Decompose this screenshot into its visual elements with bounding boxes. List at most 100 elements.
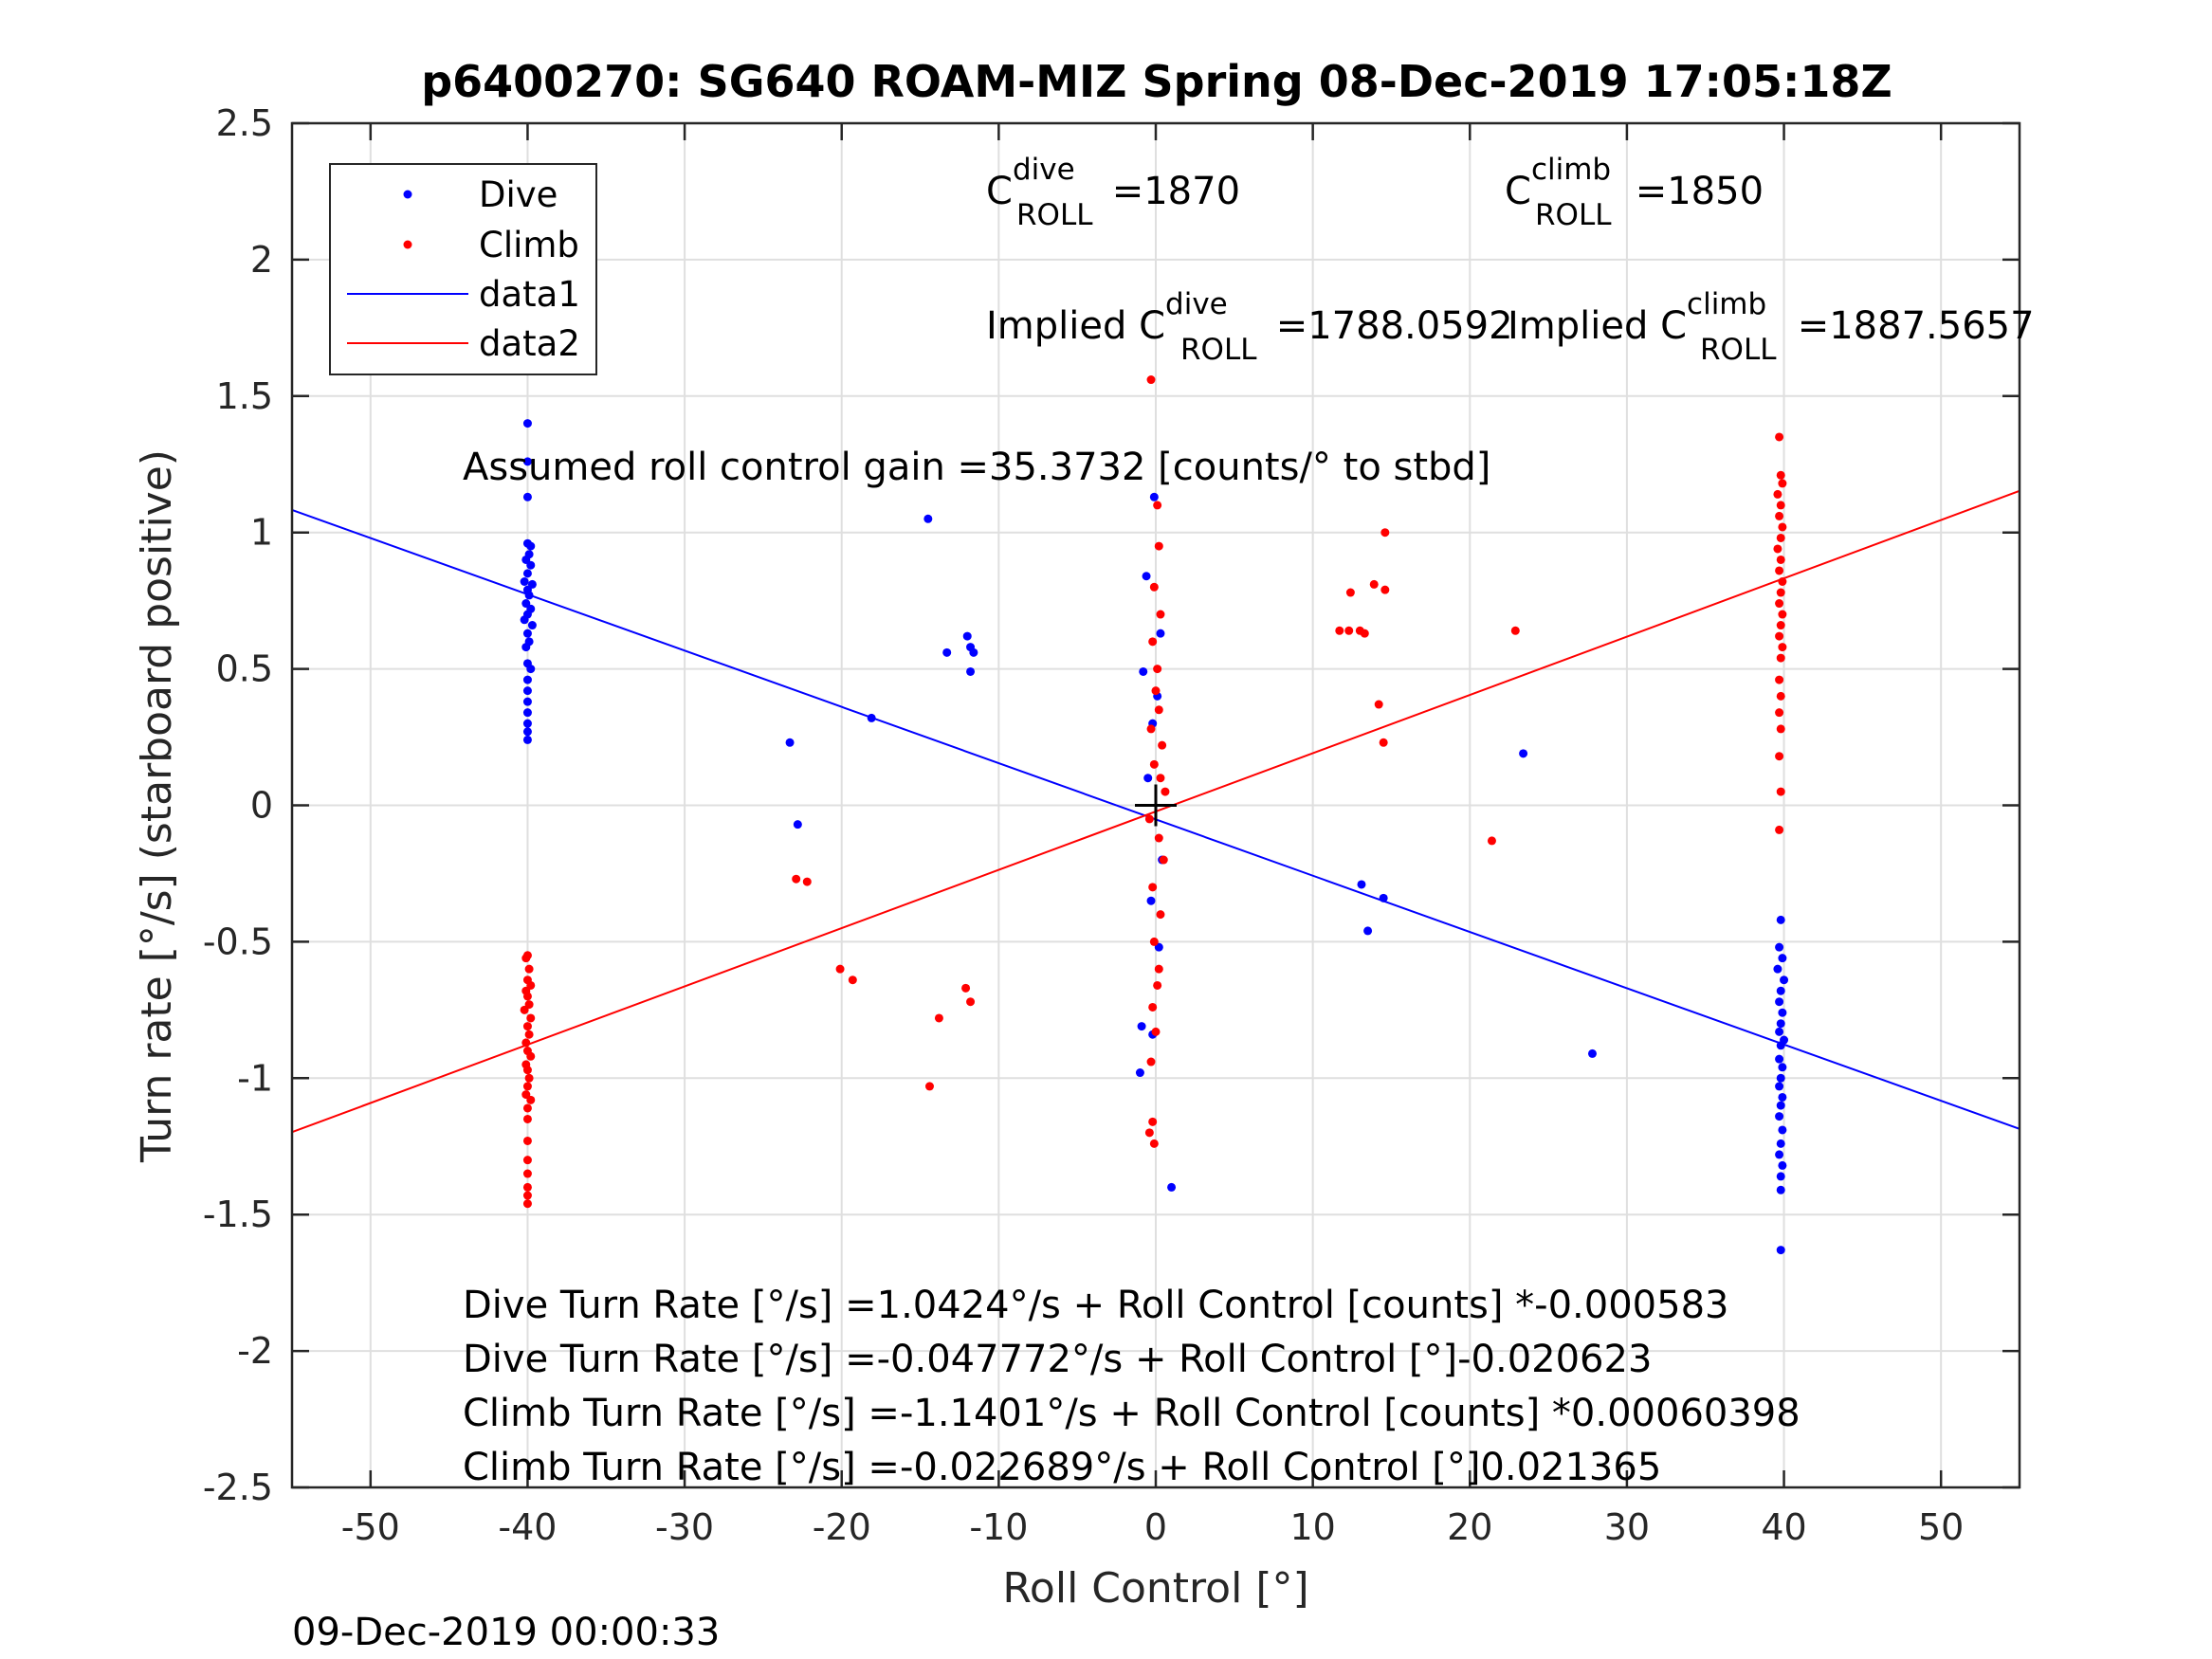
dive-point: [1137, 1022, 1146, 1031]
c-roll-dive-sup: dive: [1013, 153, 1075, 187]
climb-point: [1374, 700, 1383, 709]
dive-point: [1776, 1185, 1785, 1194]
dive-point: [522, 708, 532, 718]
y-tick-label: -1: [237, 1057, 273, 1099]
climb-point: [522, 1066, 532, 1075]
fit-equation-climb-degrees: Climb Turn Rate [°/s] =-0.022689°/s + Ro…: [463, 1446, 1661, 1489]
climb-point: [1335, 626, 1344, 635]
origin-plus-marker: [1135, 784, 1177, 827]
climb-point: [1149, 1139, 1159, 1148]
dive-point: [522, 719, 532, 728]
climb-point: [522, 1136, 532, 1145]
climb-point: [1487, 836, 1496, 846]
climb-point: [792, 874, 801, 884]
climb-point: [520, 1005, 529, 1014]
climb-point: [1159, 855, 1168, 865]
fit-equation-dive-degrees: Dive Turn Rate [°/s] =-0.047772°/s + Rol…: [463, 1338, 1652, 1381]
climb-point: [1778, 643, 1787, 652]
dive-point: [1519, 749, 1528, 758]
c-roll-climb-value: =1850: [1623, 170, 1764, 213]
c-roll-climb-sub: ROLL: [1535, 198, 1612, 232]
climb-point: [1510, 626, 1520, 635]
climb-point: [1776, 621, 1785, 630]
climb-point: [1360, 629, 1369, 638]
fit-equation-climb-counts: Climb Turn Rate [°/s] =-1.1401°/s + Roll…: [463, 1392, 1801, 1435]
dive-point: [1778, 1063, 1787, 1072]
dive-point: [524, 591, 534, 600]
climb-point: [522, 1082, 532, 1091]
climb-point: [526, 1095, 536, 1104]
dive-point: [1149, 492, 1159, 501]
x-tick-label: 10: [1289, 1506, 1335, 1548]
legend-climb-marker: [403, 240, 412, 249]
dive-point: [522, 419, 532, 428]
implied-climb-value: =1887.5657: [1785, 304, 2035, 348]
dive-point: [1776, 1101, 1785, 1110]
climb-point: [1149, 759, 1159, 769]
dive-point: [1776, 986, 1785, 995]
climb-point: [1156, 610, 1165, 619]
climb-point: [1148, 883, 1158, 892]
climb-point: [522, 1199, 532, 1209]
climb-point: [1161, 787, 1170, 796]
climb-point: [1776, 653, 1785, 663]
climb-point: [966, 997, 976, 1007]
climb-point: [1369, 579, 1379, 589]
dive-point: [942, 647, 952, 657]
climb-point: [1158, 740, 1167, 750]
climb-point: [522, 1114, 532, 1123]
dive-point: [1775, 1027, 1784, 1036]
dive-point: [1139, 666, 1148, 676]
legend: Dive Climb data1 data2: [329, 163, 597, 375]
dive-point: [1135, 1068, 1144, 1078]
dive-point: [1143, 774, 1153, 783]
dive-point: [969, 647, 978, 657]
dive-point: [1776, 1139, 1785, 1148]
y-tick-label: -1.5: [203, 1194, 273, 1235]
climb-point: [1146, 375, 1156, 385]
climb-point: [1344, 626, 1354, 635]
implied-dive-value: =1788.0592: [1264, 304, 1513, 348]
dive-point: [1773, 964, 1782, 974]
climb-point: [1154, 541, 1163, 551]
dive-point: [1775, 997, 1784, 1007]
climb-point: [1775, 825, 1784, 834]
climb-point: [1153, 980, 1162, 990]
data-points: [520, 375, 1789, 1255]
dive-point: [1775, 1082, 1784, 1091]
y-tick-label: -2: [237, 1330, 273, 1372]
climb-point: [1148, 1002, 1158, 1012]
dive-point: [527, 621, 537, 630]
climb-point: [961, 983, 971, 993]
dive-point: [1775, 942, 1784, 952]
climb-point: [1154, 833, 1163, 843]
climb-point: [521, 954, 531, 963]
dive-point: [923, 514, 933, 523]
dive-point: [526, 560, 536, 570]
x-tick-label: -20: [813, 1506, 871, 1548]
climb-point: [1775, 631, 1784, 641]
implied-climb-sub: ROLL: [1700, 333, 1777, 367]
dive-point: [966, 666, 976, 676]
dive-point: [526, 541, 536, 551]
dive-point: [962, 631, 972, 641]
climb-point: [1775, 566, 1784, 575]
y-tick-label: -2.5: [203, 1467, 273, 1508]
climb-point: [1153, 665, 1162, 674]
implied-dive-sub: ROLL: [1180, 333, 1257, 367]
dive-point: [520, 615, 529, 625]
y-axis-label: Turn rate [°/s] (starboard positive): [133, 449, 181, 1163]
annotation-implied-climb: Implied Cclimb ROLL =1887.5657: [1508, 287, 2035, 367]
dive-point: [1778, 1092, 1787, 1102]
fit-equation-dive-counts: Dive Turn Rate [°/s] =1.0424°/s + Roll C…: [463, 1284, 1728, 1327]
dive-point: [1776, 1019, 1785, 1029]
dive-point: [526, 665, 536, 674]
climb-point: [1148, 1117, 1158, 1126]
climb-point: [1773, 544, 1782, 554]
climb-point: [1776, 588, 1785, 597]
climb-point: [1776, 470, 1785, 480]
legend-data2-label: data2: [479, 323, 580, 364]
dive-point: [793, 820, 802, 830]
climb-point: [1144, 1128, 1154, 1138]
climb-point: [1778, 610, 1787, 619]
